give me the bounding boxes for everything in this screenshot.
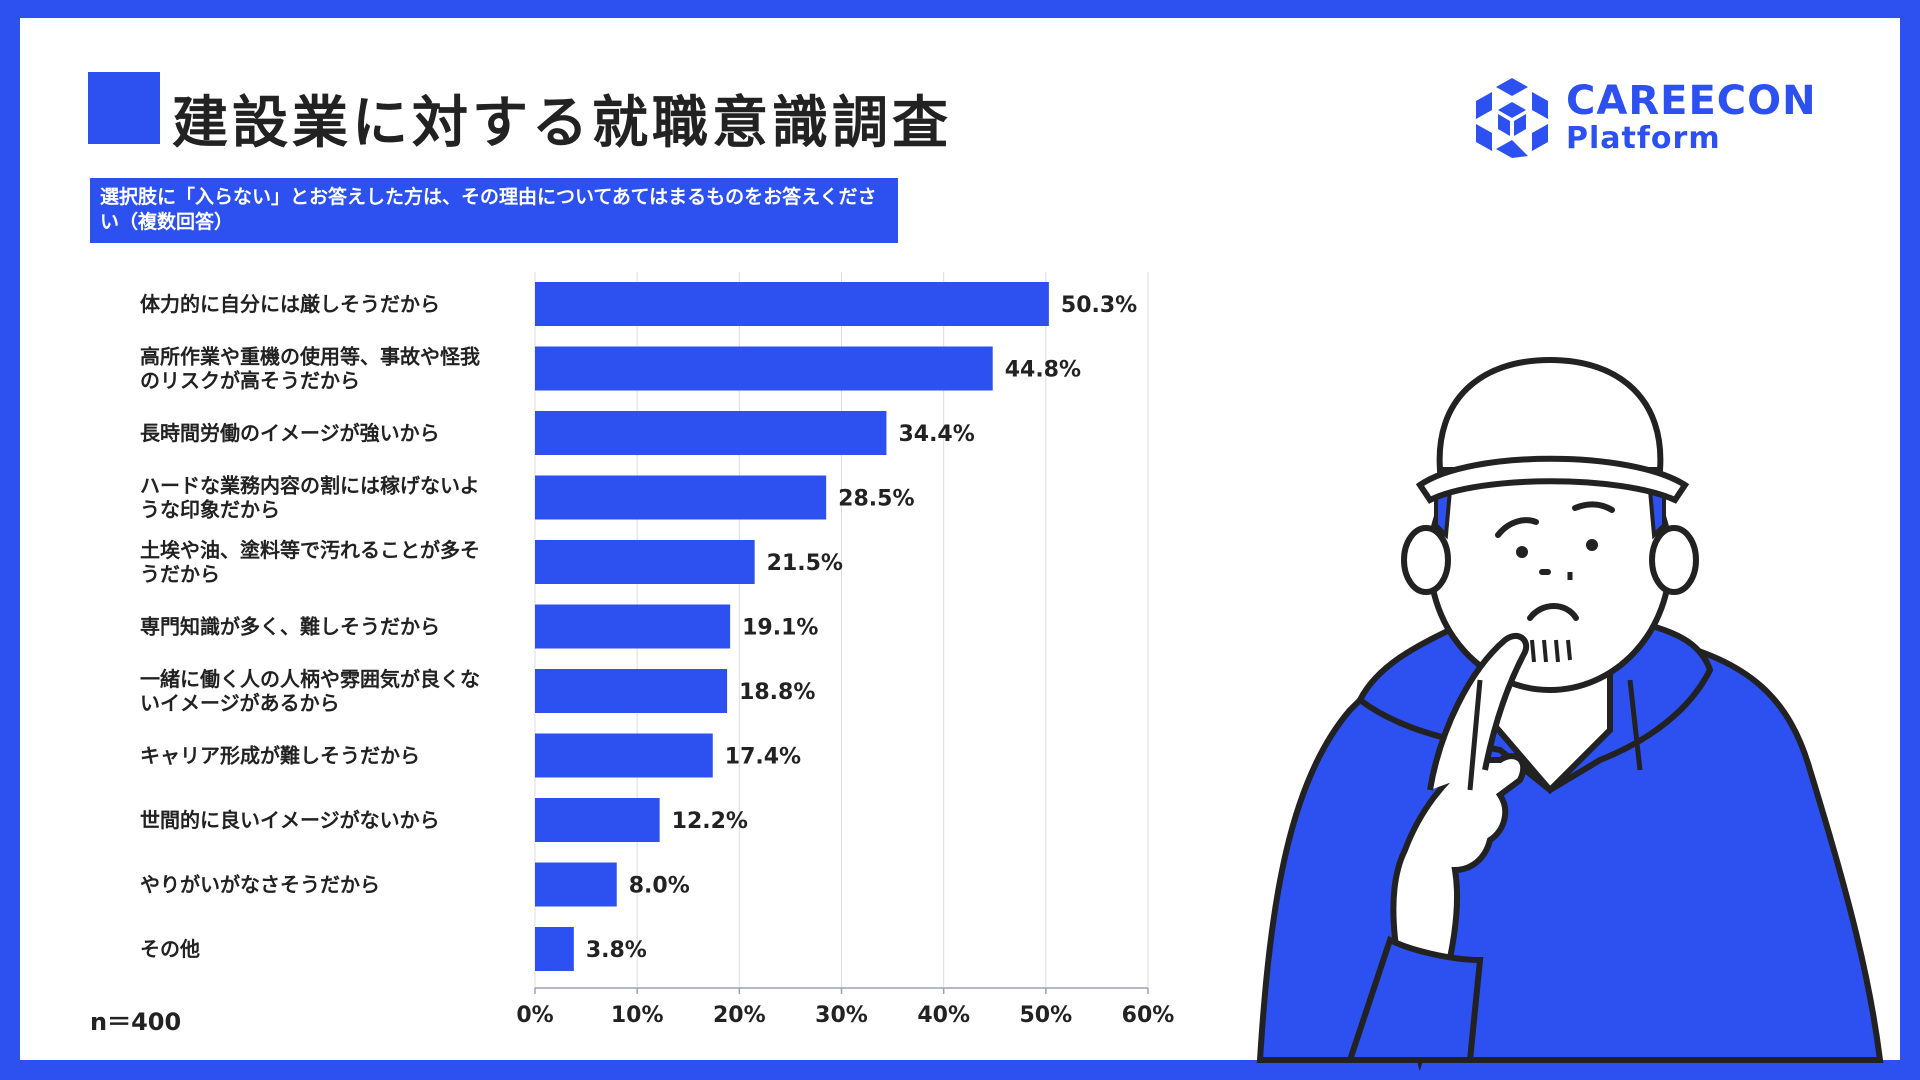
category-label: いイメージがあるから — [140, 691, 340, 715]
category-label: やりがいがなさそうだから — [140, 873, 380, 897]
logo-line1: CAREECON — [1566, 78, 1817, 124]
worker-illustration — [1256, 356, 1884, 1072]
bar-value-label: 44.8% — [1005, 358, 1081, 383]
bar-value-label: 18.8% — [739, 680, 815, 705]
bar-value-label: 19.1% — [742, 616, 818, 641]
bar — [535, 411, 887, 455]
category-label: キャリア形成が難しそうだから — [140, 744, 420, 768]
cube-hex-icon — [1476, 78, 1548, 158]
category-label: 土埃や油、塗料等で汚れることが多そ — [140, 538, 480, 562]
bar-value-label: 50.3% — [1061, 293, 1137, 318]
bar — [535, 604, 731, 649]
category-label: 体力的に自分には厳しそうだから — [140, 292, 440, 316]
category-label: 一緒に働く人の人柄や雰囲気が良くな — [140, 667, 480, 691]
category-label: うな印象だから — [140, 498, 280, 522]
sleeve — [1345, 935, 1484, 1063]
x-tick-label: 40% — [917, 1003, 970, 1028]
left-ear — [1401, 525, 1451, 595]
x-tick-label: 10% — [611, 1003, 664, 1028]
bar — [535, 282, 1049, 326]
right-ear — [1649, 525, 1699, 595]
bar-value-label: 3.8% — [586, 938, 647, 963]
category-label: のリスクが高そうだから — [140, 369, 360, 393]
category-label: 高所作業や重機の使用等、事故や怪我 — [140, 345, 480, 369]
logo-line2: Platform — [1566, 121, 1721, 156]
bar-value-label: 12.2% — [672, 809, 748, 834]
bar — [535, 798, 660, 842]
bar-value-label: 28.5% — [838, 487, 914, 512]
x-tick-label: 60% — [1122, 1003, 1175, 1028]
careecon-logo: CAREECON Platform — [1470, 62, 1816, 172]
category-label: 世間的に良いイメージがないから — [140, 808, 440, 832]
category-label: その他 — [140, 937, 200, 961]
category-label: ハードな業務内容の割には稼げないよ — [140, 474, 480, 498]
x-tick-label: 20% — [713, 1003, 766, 1028]
bar — [535, 733, 713, 778]
cap — [1436, 356, 1664, 473]
bar — [535, 927, 574, 971]
category-label: 長時間労働のイメージが強いから — [140, 421, 440, 445]
logo-wordmark: CAREECON Platform — [1566, 80, 1817, 156]
cap-brim — [1415, 455, 1690, 504]
bar-value-label: 8.0% — [629, 874, 690, 899]
bar — [535, 475, 827, 520]
bar — [535, 862, 617, 907]
sample-size-label: n＝400 — [90, 1008, 182, 1036]
bar — [535, 669, 728, 713]
bar-value-label: 21.5% — [767, 551, 843, 576]
category-label: 専門知識が多く、難しそうだから — [140, 615, 440, 639]
bar-value-label: 17.4% — [725, 745, 801, 770]
category-label: うだから — [140, 562, 220, 586]
page-title: 建設業に対する就職意識調査 — [172, 91, 952, 156]
bar — [535, 540, 755, 584]
x-tick-label: 50% — [1019, 1003, 1072, 1028]
bar-value-label: 34.4% — [898, 422, 974, 447]
x-tick-label: 30% — [815, 1003, 868, 1028]
question-box: 選択肢に「入らない」とお答えした方は、その理由についてあてはまるものをお答えくだ… — [90, 178, 898, 243]
x-tick-label: 0% — [516, 1003, 553, 1028]
title-marker — [88, 72, 160, 144]
bar — [535, 346, 993, 391]
